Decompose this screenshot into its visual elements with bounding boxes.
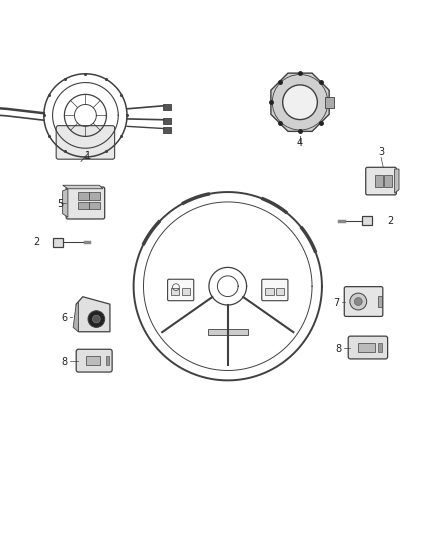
Circle shape bbox=[354, 297, 362, 305]
Bar bbox=[182, 288, 190, 295]
FancyBboxPatch shape bbox=[76, 349, 112, 372]
Circle shape bbox=[283, 85, 318, 119]
Bar bbox=[171, 288, 180, 295]
Bar bbox=[78, 201, 89, 209]
Text: 4: 4 bbox=[297, 138, 303, 148]
FancyBboxPatch shape bbox=[366, 167, 396, 195]
Polygon shape bbox=[63, 185, 103, 189]
Bar bbox=[358, 343, 375, 352]
Bar bbox=[89, 192, 100, 199]
Bar bbox=[163, 104, 171, 110]
Bar bbox=[378, 343, 382, 352]
Polygon shape bbox=[63, 189, 68, 217]
Text: 8: 8 bbox=[62, 357, 68, 367]
Bar bbox=[362, 216, 372, 225]
Text: 2: 2 bbox=[388, 215, 394, 225]
FancyBboxPatch shape bbox=[168, 279, 194, 301]
FancyBboxPatch shape bbox=[56, 126, 115, 159]
Circle shape bbox=[350, 293, 367, 310]
Polygon shape bbox=[395, 169, 399, 193]
Bar bbox=[208, 328, 247, 335]
Bar bbox=[89, 201, 100, 209]
Text: 8: 8 bbox=[336, 344, 342, 354]
Circle shape bbox=[88, 311, 105, 327]
Bar bbox=[378, 296, 382, 307]
Text: 2: 2 bbox=[33, 238, 39, 247]
Bar bbox=[375, 175, 383, 187]
Text: 3: 3 bbox=[378, 147, 384, 157]
Bar bbox=[265, 288, 274, 295]
FancyBboxPatch shape bbox=[348, 336, 388, 359]
Bar bbox=[276, 288, 284, 295]
FancyBboxPatch shape bbox=[344, 287, 383, 317]
FancyBboxPatch shape bbox=[66, 187, 105, 219]
Bar bbox=[106, 356, 110, 365]
Bar bbox=[163, 118, 171, 124]
Polygon shape bbox=[73, 302, 78, 332]
Bar bbox=[325, 97, 334, 108]
Text: 5: 5 bbox=[57, 199, 64, 209]
Bar bbox=[163, 127, 171, 133]
Polygon shape bbox=[271, 73, 329, 132]
FancyBboxPatch shape bbox=[262, 279, 288, 301]
Text: 6: 6 bbox=[62, 313, 68, 323]
Polygon shape bbox=[76, 297, 110, 332]
Text: 7: 7 bbox=[333, 298, 339, 308]
Circle shape bbox=[92, 315, 100, 323]
Bar bbox=[53, 238, 63, 247]
Bar bbox=[78, 192, 89, 199]
Bar bbox=[86, 356, 100, 365]
Text: 1: 1 bbox=[85, 151, 91, 161]
Bar bbox=[384, 175, 392, 187]
